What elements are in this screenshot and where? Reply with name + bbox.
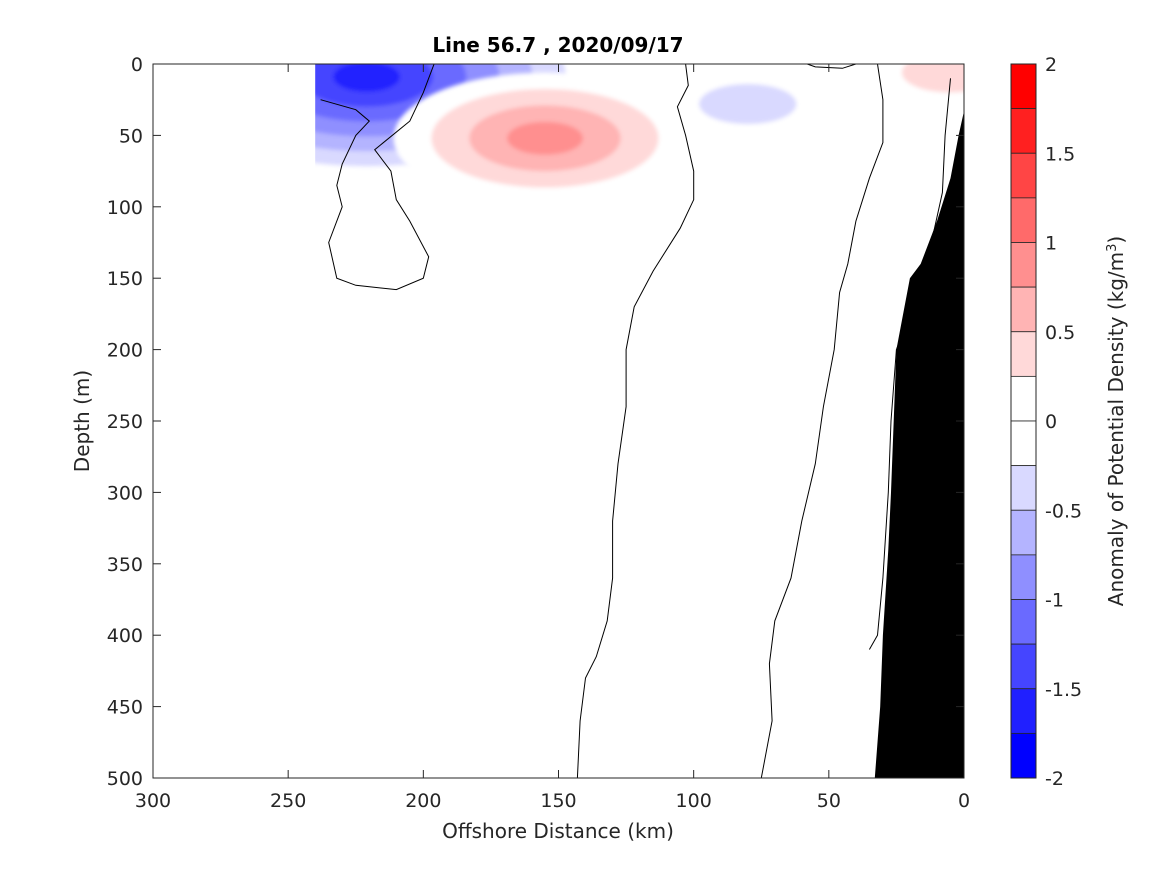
colorbar-swatch	[1010, 732, 1037, 779]
x-tick-label: 250	[270, 790, 306, 812]
anomaly-level	[507, 121, 583, 155]
y-tick-label: 50	[119, 125, 143, 147]
colorbar-swatch	[1010, 331, 1037, 377]
colorbar-tick-label: -0.5	[1045, 500, 1082, 522]
colorbar-swatch	[1010, 242, 1037, 288]
colorbar-swatch	[1010, 554, 1037, 600]
y-tick-label: 400	[107, 625, 143, 647]
colorbar-swatch	[1010, 509, 1037, 556]
colorbar-label-close: )	[1104, 236, 1128, 244]
colorbar-swatch	[1010, 197, 1037, 243]
colorbar-tick-label: 2	[1045, 54, 1057, 76]
anomaly-negative-patch-east	[650, 64, 846, 144]
colorbar-tick-label: 0	[1045, 411, 1057, 433]
anomaly-level	[901, 64, 964, 93]
anomaly-level	[333, 64, 400, 92]
y-tick-label: 100	[107, 197, 143, 219]
colorbar-tick-label: 1	[1045, 233, 1057, 255]
colorbar-swatch	[1010, 465, 1037, 511]
x-tick-label: 300	[135, 790, 171, 812]
no-data-region	[153, 64, 316, 778]
y-tick-label: 300	[107, 482, 143, 504]
x-tick-label: 200	[405, 790, 441, 812]
colorbar-swatch	[1010, 152, 1037, 199]
colorbar-frame	[1010, 63, 1037, 779]
colorbar-swatch	[1010, 375, 1037, 422]
y-tick-label: 350	[107, 554, 143, 576]
y-tick-label: 0	[131, 54, 143, 76]
anomaly-positive-patch-surface-east	[853, 64, 964, 113]
chart-title: Line 56.7 , 2020/09/17	[432, 33, 683, 57]
colorbar-swatch	[1010, 688, 1037, 734]
y-tick-label: 500	[107, 768, 143, 790]
colorbar-swatch	[1010, 599, 1037, 645]
colorbar-label: Anomaly of Potential Density (kg/m3)	[1104, 236, 1128, 606]
y-axis: 0 50 100 150 200 250 300 350 400 450 500	[107, 54, 964, 790]
colorbar: 2 1.5 1 0.5 0 -0.5 -1 -1.5 -2	[1010, 54, 1082, 790]
x-tick-label: 150	[540, 790, 576, 812]
y-tick-label: 250	[107, 411, 143, 433]
x-tick-label: 100	[676, 790, 712, 812]
x-tick-label: 0	[958, 790, 970, 812]
bathymetry-polygon	[874, 111, 964, 778]
contour-east	[760, 64, 884, 778]
colorbar-swatch	[1010, 420, 1037, 467]
y-tick-label: 200	[107, 340, 143, 362]
contour-west-lobe	[320, 64, 435, 291]
colorbar-label-main: Anomaly of Potential Density (kg/m	[1104, 252, 1128, 606]
x-axis-label: Offshore Distance (km)	[442, 819, 674, 843]
colorbar-swatch	[1010, 63, 1037, 110]
anomaly-level	[699, 83, 797, 124]
x-tick-label: 50	[817, 790, 841, 812]
colorbar-tick-label: 1.5	[1045, 143, 1075, 165]
colorbar-tick-label: -1	[1045, 590, 1064, 612]
y-tick-label: 150	[107, 268, 143, 290]
colorbar-tick-label: -1.5	[1045, 679, 1082, 701]
y-tick-label: 450	[107, 697, 143, 719]
bathymetry-layer	[874, 111, 964, 778]
colorbar-swatch	[1010, 286, 1037, 333]
anomaly-positive-core-center	[393, 72, 697, 204]
contour-center	[576, 64, 695, 778]
y-axis-label: Depth (m)	[70, 370, 94, 472]
colorbar-label-exponent: 3	[1105, 244, 1120, 252]
colorbar-tick-label: -2	[1045, 768, 1064, 790]
colorbar-tick-label: 0.5	[1045, 322, 1075, 344]
colorbar-swatch	[1010, 108, 1037, 154]
x-axis: 300 250 200 150 100 50 0	[135, 64, 970, 812]
colorbar-swatch	[1010, 643, 1037, 690]
